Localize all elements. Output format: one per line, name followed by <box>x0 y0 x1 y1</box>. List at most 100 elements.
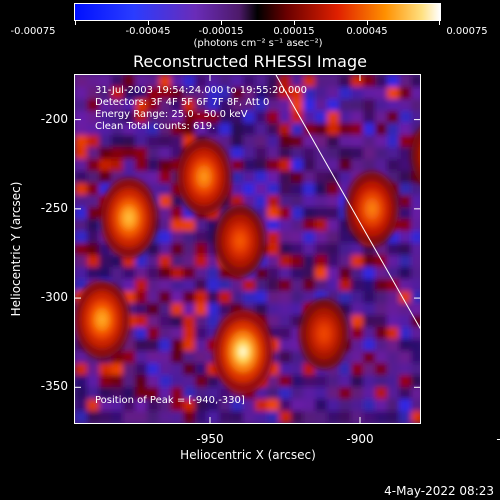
heatmap-cell <box>291 183 303 195</box>
heatmap-cell <box>99 99 111 111</box>
heatmap-cell <box>99 375 111 387</box>
heatmap-cell <box>375 75 387 87</box>
heatmap-cell <box>207 219 219 231</box>
heatmap-cell <box>135 171 147 183</box>
heatmap-cell <box>399 339 411 351</box>
heatmap-cell <box>315 243 327 255</box>
heatmap-cell <box>267 171 279 183</box>
heatmap-cell <box>375 351 387 363</box>
heatmap-cell <box>399 267 411 279</box>
heatmap-cell <box>123 279 135 291</box>
heatmap-cell <box>147 123 159 135</box>
heatmap-cell <box>75 219 87 231</box>
heatmap-cell <box>399 207 411 219</box>
heatmap-cell <box>375 111 387 123</box>
heatmap-cell <box>267 387 279 399</box>
heatmap-cell <box>399 99 411 111</box>
heatmap-cell <box>123 351 135 363</box>
heatmap-cell <box>75 231 87 243</box>
heatmap-cell <box>111 171 123 183</box>
heatmap-cell <box>159 111 171 123</box>
heatmap-cell <box>315 135 327 147</box>
colorbar-label: -0.00015 <box>198 26 244 37</box>
heatmap-cell <box>303 111 315 123</box>
heatmap-cell <box>363 75 375 87</box>
heatmap-cell <box>207 291 219 303</box>
heatmap-cell <box>159 219 171 231</box>
source-layer <box>320 329 328 339</box>
heatmap-cell <box>147 411 159 423</box>
heatmap-cell <box>99 363 111 375</box>
heatmap-cell <box>339 243 351 255</box>
heatmap-cell <box>375 87 387 99</box>
heatmap-cell <box>399 243 411 255</box>
heatmap-cell <box>87 255 99 267</box>
heatmap-cell <box>75 195 87 207</box>
bright-source <box>177 138 231 215</box>
heatmap-cell <box>147 267 159 279</box>
heatmap-cell <box>75 243 87 255</box>
heatmap-cell <box>87 363 99 375</box>
heatmap-cell <box>159 147 171 159</box>
colorbar-label: 0.00015 <box>273 26 315 37</box>
heatmap-cell <box>339 363 351 375</box>
y-tick-label: -300 <box>40 290 68 305</box>
heatmap-cell <box>159 303 171 315</box>
heatmap-cell <box>327 75 339 87</box>
heatmap-cell <box>159 399 171 411</box>
heatmap-cell <box>207 279 219 291</box>
heatmap-cell <box>399 411 411 423</box>
annotation-counts: Clean Total counts: 619. <box>95 121 216 132</box>
heatmap-cell <box>279 195 291 207</box>
heatmap-cell <box>255 267 267 279</box>
heatmap-cell <box>267 123 279 135</box>
heatmap-cell <box>99 159 111 171</box>
heatmap-cell <box>195 123 207 135</box>
heatmap-cell <box>159 351 171 363</box>
heatmap-cell <box>399 387 411 399</box>
heatmap-cell <box>399 183 411 195</box>
heatmap-cell <box>411 291 420 303</box>
heatmap-cell <box>411 363 420 375</box>
heatmap-cell <box>291 231 303 243</box>
heatmap-cell <box>291 267 303 279</box>
colorbar <box>74 3 441 21</box>
heatmap-cell <box>75 267 87 279</box>
heatmap-cell <box>195 351 207 363</box>
heatmap-cell <box>75 363 87 375</box>
heatmap-cell <box>363 87 375 99</box>
heatmap-cell <box>147 255 159 267</box>
heatmap-cell <box>171 147 183 159</box>
heatmap-cell <box>267 267 279 279</box>
heatmap-cell <box>183 363 195 375</box>
heatmap-sources <box>75 128 420 394</box>
heatmap-cell <box>303 183 315 195</box>
heatmap-cell <box>411 75 420 87</box>
heatmap-cell <box>327 135 339 147</box>
heatmap-cell <box>123 411 135 423</box>
heatmap-cell <box>339 255 351 267</box>
heatmap-cell <box>387 339 399 351</box>
heatmap-cell <box>399 87 411 99</box>
heatmap-cell <box>363 315 375 327</box>
heatmap-cell <box>351 135 363 147</box>
colorbar-unit: (photons cm⁻² s⁻¹ asec⁻²) <box>193 38 323 49</box>
heatmap-cell <box>339 279 351 291</box>
bright-source <box>411 128 420 183</box>
heatmap-cell <box>87 375 99 387</box>
heatmap-cell <box>159 75 171 87</box>
heatmap-cell <box>327 159 339 171</box>
heatmap-cell <box>279 123 291 135</box>
heatmap-cell <box>219 123 231 135</box>
heatmap-cell <box>339 171 351 183</box>
heatmap-cell <box>99 399 111 411</box>
heatmap-cell <box>411 375 420 387</box>
heatmap-cell <box>303 123 315 135</box>
heatmap-cell <box>111 411 123 423</box>
heatmap-cell <box>411 123 420 135</box>
heatmap-cell <box>315 171 327 183</box>
heatmap-cell <box>375 279 387 291</box>
heatmap-cell <box>291 351 303 363</box>
heatmap-cell <box>75 399 87 411</box>
heatmap-cell <box>159 339 171 351</box>
